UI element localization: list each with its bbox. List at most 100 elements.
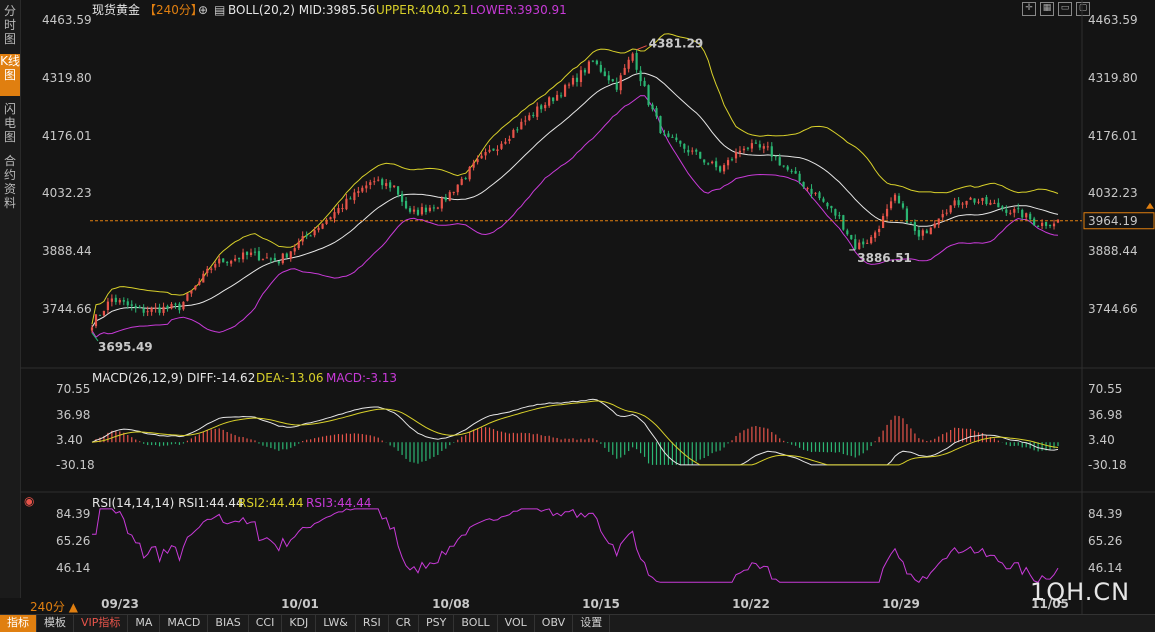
candle <box>631 52 634 63</box>
toolbar-button-5[interactable]: BIAS <box>208 615 249 632</box>
candle <box>718 165 722 173</box>
candle <box>146 306 149 316</box>
candle <box>237 257 241 263</box>
toolbar-button-2[interactable]: VIP指标 <box>74 615 129 632</box>
candle <box>989 199 992 206</box>
candle <box>766 141 769 151</box>
candle <box>897 193 901 204</box>
candle <box>552 97 555 104</box>
price-tick-right: 4319.80 <box>1088 71 1138 85</box>
toolbar-button-1[interactable]: 模板 <box>37 615 74 632</box>
candle <box>563 83 567 97</box>
restore-icon[interactable]: ▭ <box>1058 2 1072 16</box>
toolbar-button-3[interactable]: MA <box>128 615 161 632</box>
toolbar-button-14[interactable]: OBV <box>535 615 574 632</box>
candle <box>925 228 928 234</box>
candle <box>337 204 340 215</box>
add-icon[interactable]: ⊕ <box>198 3 208 17</box>
price-tick-left: 3888.44 <box>42 244 92 258</box>
candle <box>536 102 539 121</box>
x-tick-label: 10/08 <box>432 597 470 611</box>
candle <box>862 238 865 248</box>
candle <box>313 227 316 238</box>
candle <box>858 239 861 250</box>
tab-flash-chart[interactable]: 闪电图 <box>3 102 16 144</box>
candle <box>1044 221 1048 229</box>
toolbar-button-13[interactable]: VOL <box>498 615 535 632</box>
candle <box>345 193 348 211</box>
candle <box>1052 219 1056 230</box>
toolbar-button-0[interactable]: 指标 <box>0 615 37 632</box>
candle <box>993 199 996 204</box>
window-icon[interactable]: ▢ <box>1076 2 1090 16</box>
candle <box>615 77 618 93</box>
candle <box>194 285 197 291</box>
macd-tick-right: 3.40 <box>1088 433 1115 447</box>
candle <box>365 181 368 193</box>
tab-time-share[interactable]: 分时图 <box>3 4 16 46</box>
candle <box>448 190 451 202</box>
candle <box>556 90 559 101</box>
candle <box>253 247 257 256</box>
candle <box>528 112 531 122</box>
boll-mid-line <box>91 72 1059 328</box>
x-tick-label: 10/15 <box>582 597 620 611</box>
candle <box>408 205 412 214</box>
candle <box>953 197 956 208</box>
candle <box>583 67 587 76</box>
candle <box>269 257 272 264</box>
toolbar-button-4[interactable]: MACD <box>160 615 209 632</box>
candle <box>516 126 519 133</box>
chart-canvas[interactable]: 现货黄金 【240分】 ⊕ ▤ BOLL(20,2) MID:3985.56 U… <box>0 0 1155 614</box>
candle <box>567 82 571 89</box>
price-tick-right: 3744.66 <box>1088 302 1138 316</box>
candle <box>679 140 682 147</box>
grid-icon[interactable]: ▦ <box>1040 2 1054 16</box>
indicator-toolbar: 指标 模板 VIP指标 MA MACD BIAS CCI KDJ LW& RSI CR PSY BOLL… <box>0 614 1155 632</box>
period-selector[interactable]: 240分 ▲ <box>30 600 78 614</box>
candle <box>357 186 360 197</box>
candle <box>1048 224 1052 229</box>
rsi-tick-right: 65.26 <box>1088 534 1122 548</box>
low-price-label: 3886.51 <box>857 251 912 265</box>
candle <box>114 294 117 305</box>
toolbar-button-7[interactable]: KDJ <box>282 615 317 632</box>
candle <box>206 265 209 277</box>
candle <box>707 162 710 166</box>
candle <box>369 179 372 190</box>
candle <box>265 252 269 259</box>
toolbar-button-8[interactable]: LW& <box>316 615 356 632</box>
price-tick-left: 3744.66 <box>42 302 92 316</box>
low-marker <box>91 332 99 342</box>
candle <box>257 246 261 262</box>
candle <box>937 218 940 228</box>
toolbar-button-15[interactable]: 设置 <box>573 615 611 632</box>
candle <box>579 66 583 87</box>
candle <box>981 197 984 205</box>
candle <box>321 223 324 230</box>
candle <box>715 157 718 171</box>
toolbar-button-11[interactable]: PSY <box>419 615 455 632</box>
macd-tick-left: 36.98 <box>56 408 90 422</box>
toolbar-button-6[interactable]: CCI <box>249 615 283 632</box>
rsi-indicator-icon: ◉ <box>24 494 34 508</box>
candle <box>261 258 265 261</box>
toolbar-button-10[interactable]: CR <box>389 615 420 632</box>
candle <box>619 72 622 95</box>
candle <box>854 234 857 250</box>
toolbar-button-12[interactable]: BOLL <box>454 615 498 632</box>
toolbar-button-9[interactable]: RSI <box>356 615 389 632</box>
boll-mid-label: BOLL(20,2) MID:3985.56 <box>228 3 376 17</box>
macd-tick-right: 70.55 <box>1088 382 1122 396</box>
tab-kline[interactable]: K线图 <box>0 54 20 96</box>
candle <box>393 185 396 189</box>
candle <box>94 314 98 329</box>
candle <box>110 294 113 307</box>
candle <box>162 302 165 316</box>
candle <box>305 231 308 240</box>
candle <box>921 228 924 241</box>
crosshair-icon[interactable]: ✛ <box>1022 2 1036 16</box>
tab-contract-info[interactable]: 合约资料 <box>3 154 16 210</box>
candle <box>571 75 575 87</box>
macd-tick-left: -30.18 <box>56 458 95 472</box>
